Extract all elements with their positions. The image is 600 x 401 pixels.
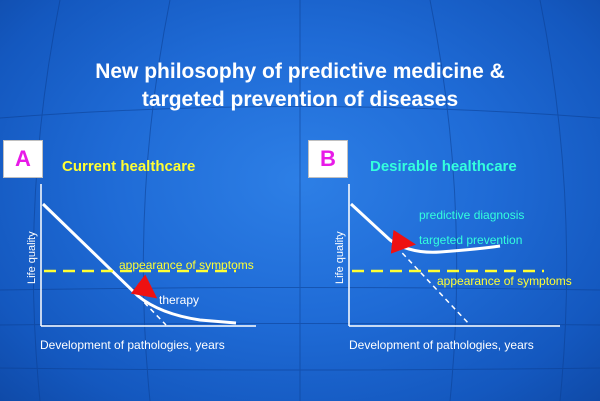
panel-a-therapy-arrow [130,274,158,299]
panel-a-heading: Current healthcare [62,158,196,175]
panel-b-heading: Desirable healthcare [370,158,517,175]
panel-b-y-axis-label: Life quality [334,231,346,284]
title-line-1: New philosophy of predictive medicine & [95,60,505,83]
panel-b-predictive-label: predictive diagnosis [419,208,525,222]
panel-b-prevention-arrow [390,229,416,254]
panel-b-letter: B [308,140,348,178]
panel-b-axes [348,184,560,327]
panel-b-dashed-decline [389,239,471,326]
panel-b-prevention-label: targeted prevention [419,233,523,247]
slide-title: New philosophy of predictive medicine & … [0,58,600,114]
panel-b-x-axis-label: Development of pathologies, years [349,338,534,352]
panel-a-therapy-label: therapy [159,293,200,307]
panel-a-threshold-label: appearance of symptoms [119,258,254,272]
panel-b-threshold-label: appearance of symptoms [437,274,572,288]
panel-a-x-axis-label: Development of pathologies, years [40,338,225,352]
panel-a-axes [40,184,256,327]
title-line-2: targeted prevention of diseases [141,88,459,111]
panel-a-dashed-decline [137,295,167,326]
panel-a-letter: A [3,140,43,178]
panel-a-y-axis-label: Life quality [26,231,38,284]
